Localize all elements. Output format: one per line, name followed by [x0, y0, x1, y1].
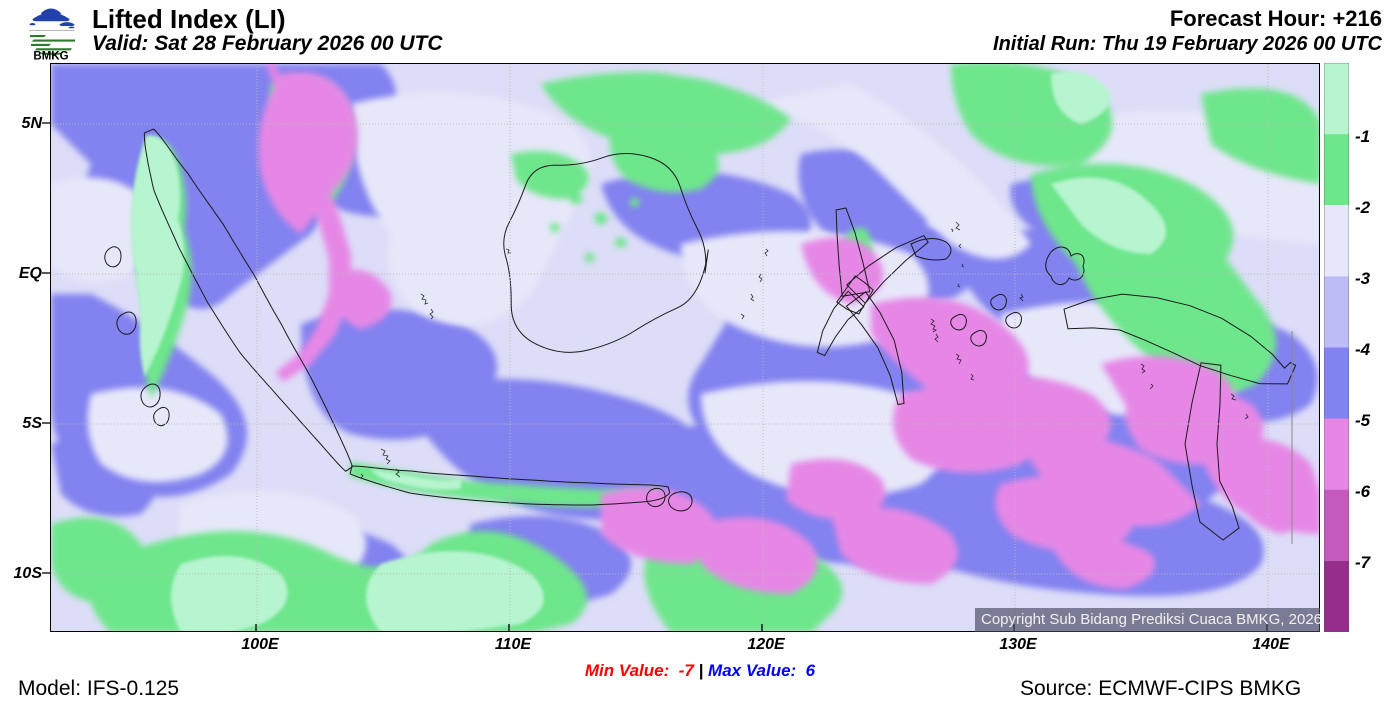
svg-text:BMKG: BMKG [33, 51, 68, 61]
